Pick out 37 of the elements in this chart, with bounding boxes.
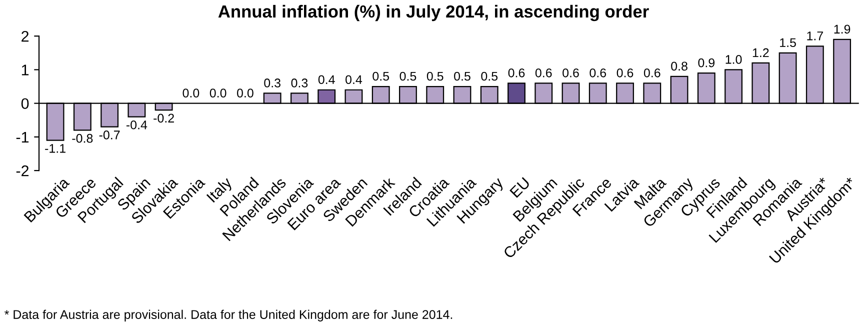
y-tick-label: -2 [16,165,29,176]
data-label: 0.6 [508,68,525,78]
y-tick-label: -1 [16,132,29,142]
data-label: 0.4 [346,75,362,84]
data-label: 0.3 [291,78,308,88]
data-label: 0.3 [264,78,280,88]
data-label: -0.2 [154,114,174,123]
data-label: 1.0 [726,55,742,64]
data-label: 0.5 [454,72,470,81]
data-label: 0.6 [616,68,634,78]
data-label: 0.0 [237,88,254,98]
data-label: 0.5 [426,72,444,81]
data-label: 0.6 [562,68,579,78]
data-label: 0.0 [182,88,200,98]
data-label: 0.5 [372,72,390,81]
data-label: 1.5 [780,38,796,48]
data-label: 1.9 [834,24,850,34]
data-label: -1.1 [45,144,66,153]
data-label: 0.5 [481,72,498,81]
data-label: 0.4 [318,75,335,84]
data-label: 0.8 [671,62,688,71]
data-label: 0.6 [535,68,552,78]
data-label: 0.6 [590,68,606,78]
data-label: -0.4 [126,120,148,130]
data-label: 1.7 [807,32,823,40]
data-label: 1.2 [752,48,769,58]
data-label: 0.9 [698,58,714,68]
y-tick-label: 1 [22,64,29,76]
y-tick-label: 0 [21,98,29,110]
data-label: -0.7 [99,130,120,140]
data-label: 0.6 [644,68,660,78]
data-label: -0.8 [72,134,93,143]
chart-title: Annual inflation (%) in July 2014, in ascending order [218,4,649,22]
data-label: 0.0 [210,88,226,98]
y-tick-label: 2 [22,30,29,42]
data-label: 0.5 [400,72,416,81]
text: * Data for Austria are provisional. Data for the United Kingdom are for June 2014. [4,310,452,322]
